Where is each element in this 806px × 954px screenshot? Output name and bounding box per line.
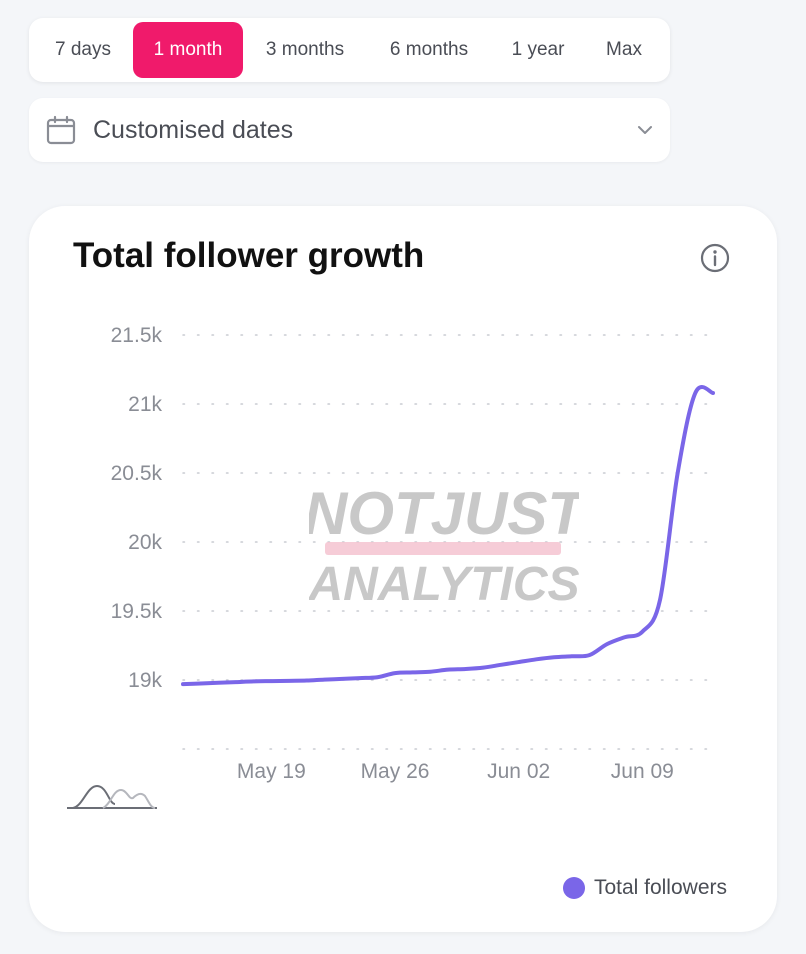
range-max[interactable]: Max <box>606 39 642 60</box>
date-range-tabs: 7 days 1 month 3 months 6 months 1 year … <box>29 18 670 82</box>
y-tick-label: 20k <box>128 531 162 554</box>
range-1-month[interactable]: 1 month <box>133 22 243 78</box>
watermark-logo: NOTJUST ANALYTICS <box>309 480 579 606</box>
range-1-year[interactable]: 1 year <box>511 39 565 60</box>
info-icon[interactable] <box>699 242 731 274</box>
card-title: Total follower growth <box>73 236 425 275</box>
y-tick-label: 21k <box>128 393 162 416</box>
x-tick-label: May 19 <box>237 760 306 783</box>
x-tick-label: Jun 02 <box>487 760 550 783</box>
svg-text:NOTJUST: NOTJUST <box>309 480 579 547</box>
legend-swatch <box>562 877 585 899</box>
follower-growth-card: Total follower growth 21.5k 21k 20.5k 20k 19… <box>29 206 777 932</box>
chart-legend: Total followers <box>562 876 727 900</box>
y-tick-label: 19k <box>128 669 162 692</box>
chevron-down-icon <box>638 126 652 134</box>
x-tick-label: May 26 <box>361 760 430 783</box>
range-7-days[interactable]: 7 days <box>55 39 111 60</box>
series-line-total-followers <box>181 385 715 687</box>
legend-label: Total followers <box>593 876 727 899</box>
y-tick-label: 19.5k <box>111 600 163 623</box>
chart-type-icon[interactable] <box>65 778 159 814</box>
range-3-months[interactable]: 3 months <box>265 39 345 60</box>
svg-text:ANALYTICS: ANALYTICS <box>309 558 579 606</box>
calendar-icon <box>46 115 76 145</box>
custom-dates-label: Customised dates <box>93 115 294 144</box>
custom-dates-select[interactable]: Customised dates <box>29 98 670 162</box>
follower-line-chart: 21.5k 21k 20.5k 20k 19.5k 19k May 19 May 26 Jun … <box>111 324 715 783</box>
y-tick-label: 21.5k <box>111 324 163 347</box>
y-tick-label: 20.5k <box>111 462 163 485</box>
range-6-months[interactable]: 6 months <box>389 39 469 60</box>
x-tick-label: Jun 09 <box>611 760 674 783</box>
